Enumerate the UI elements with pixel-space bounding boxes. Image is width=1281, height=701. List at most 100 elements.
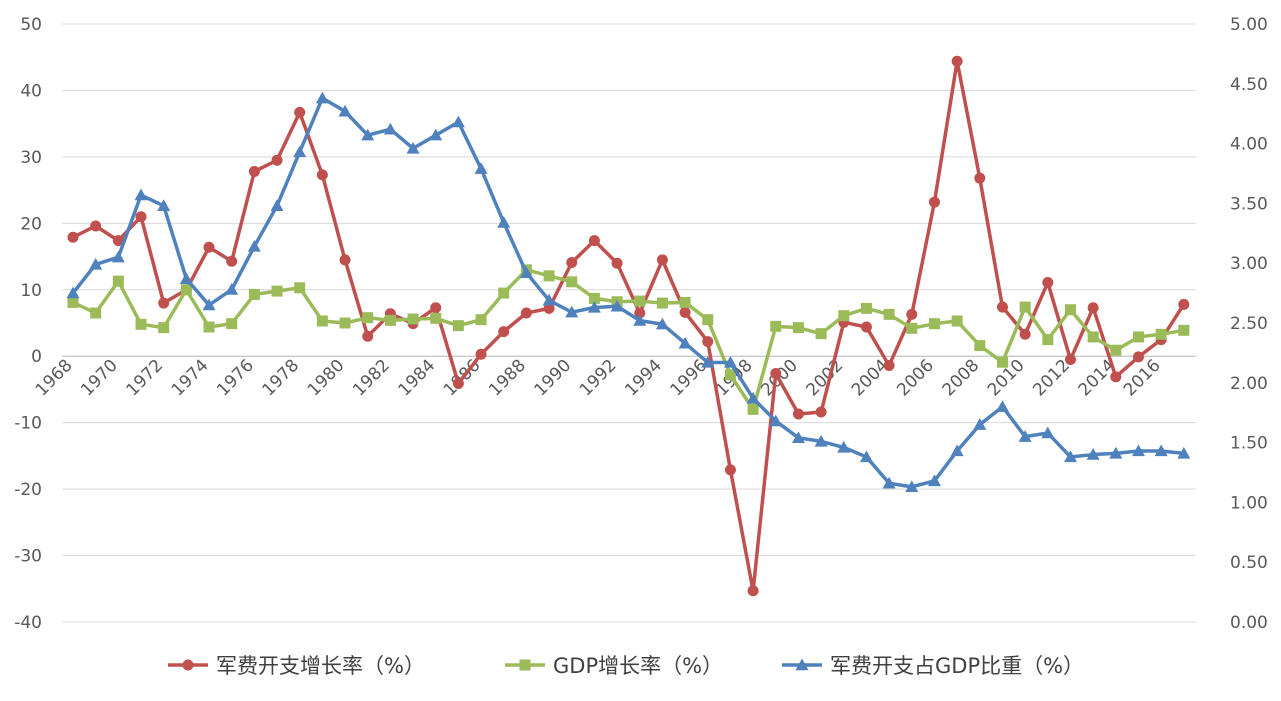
- data-point: [610, 299, 624, 312]
- data-point: [566, 276, 578, 288]
- data-point: [362, 330, 374, 342]
- data-point: [769, 414, 783, 427]
- data-point: [519, 266, 533, 278]
- y-right-tick-label: 1.00: [1230, 493, 1268, 513]
- legend-label: GDP增长率（%）: [553, 654, 723, 678]
- data-point: [270, 199, 284, 211]
- x-tick-label: 2008: [939, 356, 984, 401]
- data-point: [1132, 331, 1144, 343]
- data-point: [747, 403, 759, 415]
- data-point: [565, 305, 579, 318]
- data-point: [474, 162, 488, 174]
- x-tick-label: 1974: [168, 356, 213, 401]
- data-point: [202, 298, 216, 311]
- data-point: [430, 312, 442, 324]
- data-point: [815, 406, 827, 418]
- data-point: [974, 340, 986, 352]
- data-point: [248, 288, 260, 300]
- data-point: [182, 659, 194, 671]
- data-point: [679, 306, 691, 318]
- data-point: [543, 302, 555, 314]
- data-point: [883, 308, 895, 320]
- data-point: [293, 145, 307, 158]
- data-point: [701, 355, 715, 368]
- y-right-tick-label: 0.50: [1230, 553, 1268, 573]
- data-point: [452, 377, 464, 389]
- data-point: [883, 360, 895, 372]
- data-point: [226, 255, 238, 267]
- data-point: [747, 585, 759, 597]
- data-point: [1178, 324, 1190, 336]
- data-point: [838, 310, 850, 322]
- legend-label: 军费开支增长率（%）: [216, 654, 425, 678]
- x-tick-label: 1982: [349, 356, 394, 401]
- y-right-tick-label: 3.50: [1230, 194, 1268, 214]
- y-left-tick-label: 50: [20, 15, 42, 35]
- y-left-tick-label: -10: [14, 414, 42, 434]
- data-point: [1018, 430, 1032, 442]
- data-point: [452, 320, 464, 332]
- data-point: [134, 188, 148, 201]
- data-point: [1087, 331, 1099, 343]
- x-tick-label: 1990: [531, 356, 576, 401]
- data-point: [361, 128, 375, 141]
- data-point: [927, 474, 941, 487]
- x-tick-label: 1978: [259, 356, 304, 401]
- data-point: [588, 292, 600, 304]
- data-point: [996, 356, 1008, 368]
- data-point: [702, 336, 714, 348]
- data-point: [1155, 328, 1167, 340]
- data-point: [67, 296, 79, 308]
- x-tick-label: 1972: [122, 356, 167, 401]
- data-point: [996, 301, 1008, 313]
- data-point: [995, 400, 1009, 412]
- data-point: [1064, 304, 1076, 316]
- data-point: [950, 444, 964, 457]
- y-right-tick-label: 1.50: [1230, 434, 1268, 454]
- data-point: [225, 283, 239, 295]
- data-point: [928, 196, 940, 208]
- data-point: [475, 314, 487, 326]
- data-point: [157, 199, 171, 211]
- data-point: [906, 322, 918, 334]
- data-point: [339, 317, 351, 329]
- y-right-tick-label: 5.00: [1230, 15, 1268, 35]
- y-right-tick-label: 3.00: [1230, 254, 1268, 274]
- data-point: [316, 315, 328, 327]
- legend: 军费开支增长率（%） GDP增长率（%） 军费开支占GDP比重（%）: [168, 654, 1084, 678]
- legend-item: 军费开支占GDP比重（%）: [782, 654, 1084, 678]
- data-point: [1086, 448, 1100, 460]
- data-point: [1178, 298, 1190, 310]
- data-point: [1109, 446, 1123, 459]
- data-point: [634, 295, 646, 307]
- data-point: [905, 480, 919, 493]
- series-3: [66, 91, 1191, 493]
- data-point: [724, 464, 736, 476]
- data-point: [792, 408, 804, 420]
- data-point: [406, 141, 420, 154]
- data-point: [1019, 328, 1031, 340]
- data-point: [1131, 444, 1145, 457]
- data-point: [906, 308, 918, 320]
- data-point: [520, 307, 532, 319]
- data-point: [795, 658, 809, 671]
- series-1: [67, 55, 1190, 597]
- data-point: [1177, 446, 1191, 459]
- data-point: [158, 322, 170, 334]
- data-point: [1042, 334, 1054, 346]
- data-point: [542, 293, 556, 306]
- data-point: [634, 307, 646, 319]
- x-tick-label: 2006: [893, 356, 938, 401]
- y-left-tick-label: 10: [20, 281, 42, 301]
- data-point: [656, 254, 668, 266]
- data-point: [566, 257, 578, 269]
- data-point: [814, 434, 828, 447]
- data-point: [383, 122, 397, 135]
- data-point: [588, 235, 600, 247]
- data-point: [135, 211, 147, 223]
- data-point: [247, 239, 261, 252]
- data-point: [497, 216, 511, 228]
- x-tick-label: 1994: [621, 356, 666, 401]
- data-point: [882, 476, 896, 489]
- x-axis-ticks: 1968 1970 1972 1974 1976 1978 1980 1982 1984 1986…: [32, 356, 1165, 401]
